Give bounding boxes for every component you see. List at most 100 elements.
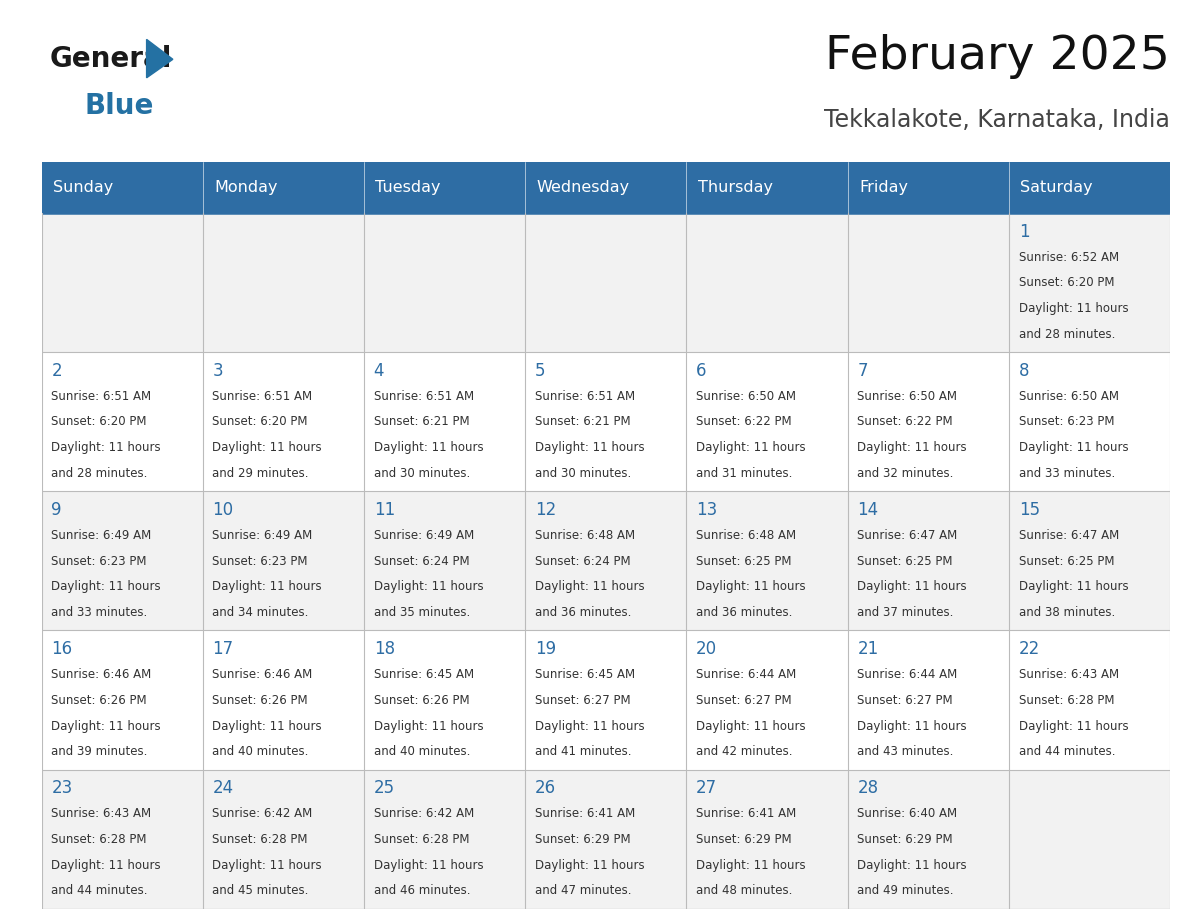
Text: and 44 minutes.: and 44 minutes. [51, 884, 147, 898]
Text: 14: 14 [858, 501, 878, 519]
Text: Sunrise: 6:43 AM: Sunrise: 6:43 AM [1018, 668, 1119, 681]
Text: 12: 12 [535, 501, 556, 519]
Text: and 31 minutes.: and 31 minutes. [696, 467, 792, 480]
Text: 7: 7 [858, 362, 868, 380]
Bar [364, 769, 525, 909]
Text: 5: 5 [535, 362, 545, 380]
Text: Sunset: 6:23 PM: Sunset: 6:23 PM [51, 554, 147, 567]
Text: Sunrise: 6:46 AM: Sunrise: 6:46 AM [213, 668, 312, 681]
Text: and 32 minutes.: and 32 minutes. [858, 467, 954, 480]
Text: Daylight: 11 hours: Daylight: 11 hours [213, 442, 322, 454]
Text: Sunset: 6:25 PM: Sunset: 6:25 PM [858, 554, 953, 567]
Text: Thursday: Thursday [697, 180, 772, 195]
Text: 17: 17 [213, 640, 234, 658]
Text: Daylight: 11 hours: Daylight: 11 hours [213, 720, 322, 733]
Text: Daylight: 11 hours: Daylight: 11 hours [374, 858, 484, 872]
Text: 6: 6 [696, 362, 707, 380]
Text: Sunrise: 6:42 AM: Sunrise: 6:42 AM [213, 807, 312, 820]
Bar [42, 213, 203, 353]
Text: Friday: Friday [859, 180, 908, 195]
Text: Sunset: 6:29 PM: Sunset: 6:29 PM [858, 833, 953, 846]
Text: Sunset: 6:24 PM: Sunset: 6:24 PM [535, 554, 631, 567]
Text: Sunset: 6:22 PM: Sunset: 6:22 PM [858, 416, 953, 429]
Text: Daylight: 11 hours: Daylight: 11 hours [696, 442, 805, 454]
Text: Sunset: 6:23 PM: Sunset: 6:23 PM [213, 554, 308, 567]
Text: Daylight: 11 hours: Daylight: 11 hours [858, 580, 967, 593]
Bar [687, 353, 848, 491]
Text: 22: 22 [1018, 640, 1040, 658]
Bar [525, 769, 687, 909]
Text: 25: 25 [374, 779, 394, 798]
Text: 3: 3 [213, 362, 223, 380]
Text: Sunset: 6:27 PM: Sunset: 6:27 PM [535, 694, 631, 707]
Text: Blue: Blue [84, 92, 154, 120]
Text: Daylight: 11 hours: Daylight: 11 hours [1018, 442, 1129, 454]
Text: 13: 13 [696, 501, 718, 519]
Text: and 36 minutes.: and 36 minutes. [696, 606, 792, 619]
Text: 28: 28 [858, 779, 878, 798]
Text: Sunrise: 6:48 AM: Sunrise: 6:48 AM [696, 529, 796, 542]
Bar [687, 491, 848, 631]
Text: Sunset: 6:28 PM: Sunset: 6:28 PM [374, 833, 469, 846]
Text: Sunset: 6:20 PM: Sunset: 6:20 PM [213, 416, 308, 429]
Text: Sunrise: 6:51 AM: Sunrise: 6:51 AM [535, 390, 636, 403]
Text: Daylight: 11 hours: Daylight: 11 hours [858, 442, 967, 454]
Bar [848, 631, 1009, 769]
Text: 11: 11 [374, 501, 394, 519]
Text: 16: 16 [51, 640, 72, 658]
Text: Sunrise: 6:47 AM: Sunrise: 6:47 AM [858, 529, 958, 542]
Bar [1009, 769, 1170, 909]
Text: Sunrise: 6:51 AM: Sunrise: 6:51 AM [51, 390, 151, 403]
Text: Sunday: Sunday [53, 180, 113, 195]
Text: Tekkalakote, Karnataka, India: Tekkalakote, Karnataka, India [824, 108, 1170, 132]
Text: Sunrise: 6:41 AM: Sunrise: 6:41 AM [696, 807, 796, 820]
Text: Sunset: 6:26 PM: Sunset: 6:26 PM [374, 694, 469, 707]
Text: Daylight: 11 hours: Daylight: 11 hours [858, 720, 967, 733]
Text: and 29 minutes.: and 29 minutes. [213, 467, 309, 480]
Text: and 42 minutes.: and 42 minutes. [696, 745, 792, 758]
Text: Sunset: 6:26 PM: Sunset: 6:26 PM [213, 694, 308, 707]
Text: Sunset: 6:25 PM: Sunset: 6:25 PM [1018, 554, 1114, 567]
Text: Sunrise: 6:49 AM: Sunrise: 6:49 AM [51, 529, 152, 542]
Text: Sunset: 6:21 PM: Sunset: 6:21 PM [535, 416, 631, 429]
Bar [848, 491, 1009, 631]
Text: and 38 minutes.: and 38 minutes. [1018, 606, 1114, 619]
Text: Daylight: 11 hours: Daylight: 11 hours [374, 442, 484, 454]
Text: and 48 minutes.: and 48 minutes. [696, 884, 792, 898]
Bar [203, 631, 364, 769]
Bar [1009, 491, 1170, 631]
Text: 4: 4 [374, 362, 384, 380]
Text: Sunset: 6:20 PM: Sunset: 6:20 PM [51, 416, 147, 429]
Bar [525, 491, 687, 631]
Bar [1009, 213, 1170, 353]
Bar [42, 353, 203, 491]
Text: Daylight: 11 hours: Daylight: 11 hours [374, 580, 484, 593]
Text: Sunset: 6:23 PM: Sunset: 6:23 PM [1018, 416, 1114, 429]
Bar [42, 631, 203, 769]
Bar [525, 213, 687, 353]
Text: Sunset: 6:24 PM: Sunset: 6:24 PM [374, 554, 469, 567]
Text: and 34 minutes.: and 34 minutes. [213, 606, 309, 619]
Text: Sunrise: 6:44 AM: Sunrise: 6:44 AM [858, 668, 958, 681]
Text: and 46 minutes.: and 46 minutes. [374, 884, 470, 898]
Text: Daylight: 11 hours: Daylight: 11 hours [535, 720, 645, 733]
Text: Sunrise: 6:47 AM: Sunrise: 6:47 AM [1018, 529, 1119, 542]
Text: and 43 minutes.: and 43 minutes. [858, 745, 954, 758]
Text: and 40 minutes.: and 40 minutes. [374, 745, 470, 758]
Text: Monday: Monday [214, 180, 278, 195]
Text: Daylight: 11 hours: Daylight: 11 hours [1018, 580, 1129, 593]
Text: Sunrise: 6:45 AM: Sunrise: 6:45 AM [374, 668, 474, 681]
Text: and 30 minutes.: and 30 minutes. [374, 467, 470, 480]
Text: Daylight: 11 hours: Daylight: 11 hours [51, 580, 160, 593]
Text: and 40 minutes.: and 40 minutes. [213, 745, 309, 758]
Bar [687, 631, 848, 769]
Bar [203, 353, 364, 491]
Text: February 2025: February 2025 [826, 34, 1170, 79]
Text: Sunrise: 6:50 AM: Sunrise: 6:50 AM [858, 390, 958, 403]
Bar [1009, 353, 1170, 491]
Bar [848, 353, 1009, 491]
Text: Daylight: 11 hours: Daylight: 11 hours [213, 580, 322, 593]
Text: Sunrise: 6:49 AM: Sunrise: 6:49 AM [213, 529, 312, 542]
Text: Daylight: 11 hours: Daylight: 11 hours [696, 580, 805, 593]
Text: Sunset: 6:20 PM: Sunset: 6:20 PM [1018, 276, 1114, 289]
